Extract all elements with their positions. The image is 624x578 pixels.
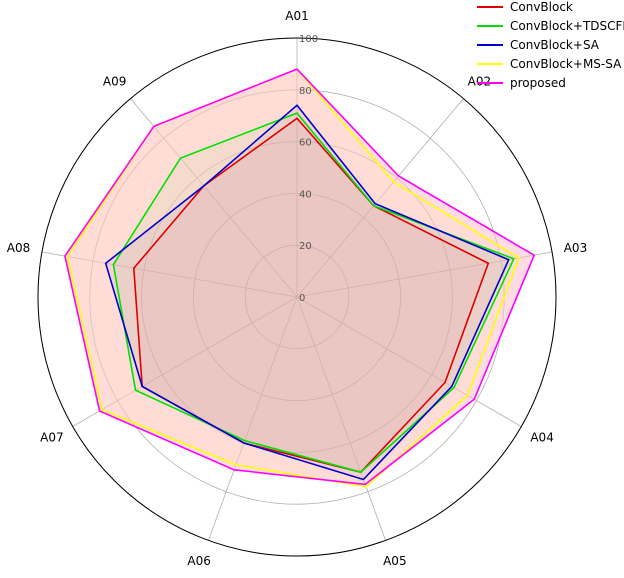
category-label-A04: A04 xyxy=(530,431,553,445)
category-label-A08: A08 xyxy=(7,241,30,255)
category-label-A06: A06 xyxy=(187,554,210,568)
line-convblock-ms-sa xyxy=(66,68,520,488)
category-label-A05: A05 xyxy=(383,554,406,568)
category-label-A09: A09 xyxy=(103,75,126,89)
series-areas xyxy=(64,69,535,487)
radial-tick-labels: 0 20 40 60 80 100 xyxy=(299,34,318,304)
legend-label-convblock: ConvBlock xyxy=(510,0,573,14)
tick-label-0: 0 xyxy=(299,293,305,304)
legend: ConvBlock ConvBlock+TDSCFN ConvBlock+SA Con… xyxy=(477,0,624,90)
category-label-A07: A07 xyxy=(40,431,63,445)
category-label-A03: A03 xyxy=(564,241,587,255)
tick-label-80: 80 xyxy=(299,86,312,97)
category-labels: A01 A02 A03 A04 A05 A06 A07 A08 A09 xyxy=(7,9,587,568)
tick-label-20: 20 xyxy=(299,241,312,252)
line-convblock xyxy=(132,117,490,474)
area-proposed xyxy=(64,69,535,485)
legend-label-convblock-sa: ConvBlock+SA xyxy=(510,38,600,52)
tick-label-60: 60 xyxy=(299,138,312,149)
legend-label-convblock-tdscfn: ConvBlock+TDSCFN xyxy=(510,19,624,33)
series-lines xyxy=(64,68,536,488)
category-label-A01: A01 xyxy=(285,9,308,23)
line-convblock-sa xyxy=(104,104,510,481)
tick-label-100: 100 xyxy=(299,34,318,45)
legend-label-convblock-ms-sa: ConvBlock+MS-SA xyxy=(510,57,622,71)
outer-circle xyxy=(37,37,557,557)
tick-label-40: 40 xyxy=(299,189,312,200)
legend-label-proposed: proposed xyxy=(510,76,566,90)
category-label-A02: A02 xyxy=(468,75,491,89)
line-proposed xyxy=(64,68,536,486)
outer-frame xyxy=(37,37,557,557)
